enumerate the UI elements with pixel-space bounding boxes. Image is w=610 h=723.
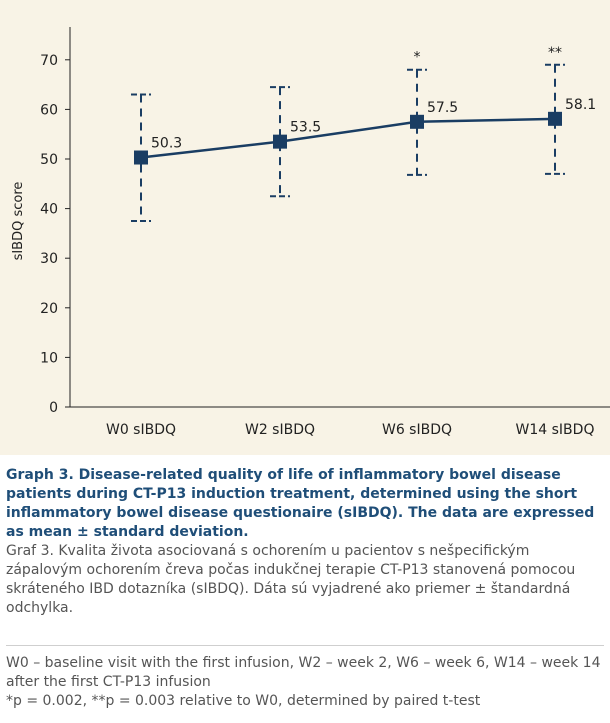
x-tick-label: W0 sIBDQ [106, 422, 176, 438]
y-tick-label: 10 [40, 350, 58, 366]
data-label: 58.1 [565, 97, 596, 113]
line-chart: 0 10 20 30 40 50 60 70 sIBDQ score W0 sIBDQ W2 sIB… [11, 27, 610, 438]
y-tick-label: 60 [40, 102, 58, 118]
y-tick-label: 30 [40, 251, 58, 267]
y-tick-label: 70 [40, 53, 58, 69]
data-point-marker [134, 150, 148, 165]
data-point-marker [273, 134, 287, 149]
abbreviation-note: W0 – baseline visit with the first infus… [6, 655, 601, 690]
caption: Graph 3. Disease-related quality of life… [6, 466, 606, 618]
y-tick-label: 40 [40, 202, 58, 218]
data-label: 53.5 [290, 120, 321, 136]
y-tick-label: 0 [49, 400, 58, 416]
x-tick-label: W2 sIBDQ [245, 422, 315, 438]
data-point-marker [410, 114, 424, 129]
footnotes: W0 – baseline visit with the first infus… [6, 654, 606, 711]
y-axis-label: sIBDQ score [11, 182, 26, 261]
series-line [140, 117, 556, 159]
chart-panel: 0 10 20 30 40 50 60 70 sIBDQ score W0 sIBDQ W2 sIB… [0, 0, 610, 455]
data-label: 57.5 [427, 100, 458, 116]
significance-marker: ** [548, 45, 562, 61]
data-label: 50.3 [151, 136, 182, 152]
caption-divider [6, 645, 604, 646]
y-tick-label: 50 [40, 152, 58, 168]
x-tick-label: W14 sIBDQ [516, 422, 595, 438]
caption-english: Graph 3. Disease-related quality of life… [6, 467, 595, 540]
y-tick-label: 20 [40, 301, 58, 317]
data-point-marker [548, 111, 562, 126]
significance-marker: * [414, 50, 421, 66]
x-tick-label: W6 sIBDQ [382, 422, 452, 438]
caption-slovak: Graf 3. Kvalita života asociovaná s ocho… [6, 543, 576, 616]
pvalue-note: *p = 0.002, **p = 0.003 relative to W0, … [6, 693, 481, 709]
